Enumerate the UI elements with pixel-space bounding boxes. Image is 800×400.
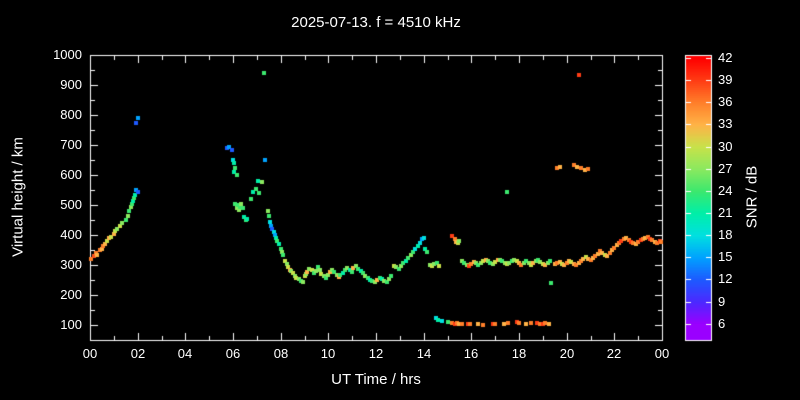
y-tick-label: 500 <box>60 197 82 212</box>
colorbar-tick-label: 39 <box>718 72 733 87</box>
y-tick-label: 400 <box>60 227 82 242</box>
colorbar-tick-label: 18 <box>718 227 733 242</box>
colorbar-tick-label: 15 <box>718 249 733 264</box>
x-tick-label: 14 <box>416 346 432 361</box>
x-tick-label: 08 <box>273 346 289 361</box>
x-tick-label: 20 <box>559 346 575 361</box>
colorbar-tick-label: 27 <box>718 161 733 176</box>
y-tick-label: 600 <box>60 167 82 182</box>
y-tick-label: 200 <box>60 287 82 302</box>
y-tick-label: 700 <box>60 137 82 152</box>
x-tick-label: 22 <box>606 346 622 361</box>
y-tick-label: 100 <box>60 317 82 332</box>
chart-title: 2025-07-13. f = 4510 kHz <box>291 14 461 31</box>
colorbar-tick-label: 9 <box>718 294 726 309</box>
y-tick-label: 1000 <box>53 47 82 62</box>
colorbar-tick-label: 33 <box>718 116 733 131</box>
x-axis-label: UT Time / hrs <box>331 371 421 388</box>
colorbar-label: SNR / dB <box>743 165 761 229</box>
x-tick-label: 02 <box>130 346 146 361</box>
x-tick-label: 06 <box>225 346 241 361</box>
x-tick-label: 04 <box>177 346 193 361</box>
colorbar-tick-label: 30 <box>718 139 733 154</box>
x-tick-label: 18 <box>511 346 527 361</box>
x-tick-label: 00 <box>654 346 670 361</box>
y-tick-label: 300 <box>60 257 82 272</box>
colorbar-tick-label: 12 <box>718 271 733 286</box>
y-tick-label: 900 <box>60 77 82 92</box>
x-tick-label: 12 <box>368 346 384 361</box>
x-tick-label: 00 <box>82 346 98 361</box>
colorbar-tick-label: 42 <box>718 50 733 65</box>
x-tick-label: 16 <box>463 346 479 361</box>
colorbar-tick-label: 6 <box>718 316 726 331</box>
colorbar-tick-label: 36 <box>718 94 733 109</box>
y-tick-label: 800 <box>60 107 82 122</box>
colorbar-tick-label: 21 <box>718 205 733 220</box>
colorbar-tick-label: 24 <box>718 183 733 198</box>
x-tick-label: 10 <box>320 346 336 361</box>
y-axis-label: Virtual height / km <box>9 137 27 257</box>
